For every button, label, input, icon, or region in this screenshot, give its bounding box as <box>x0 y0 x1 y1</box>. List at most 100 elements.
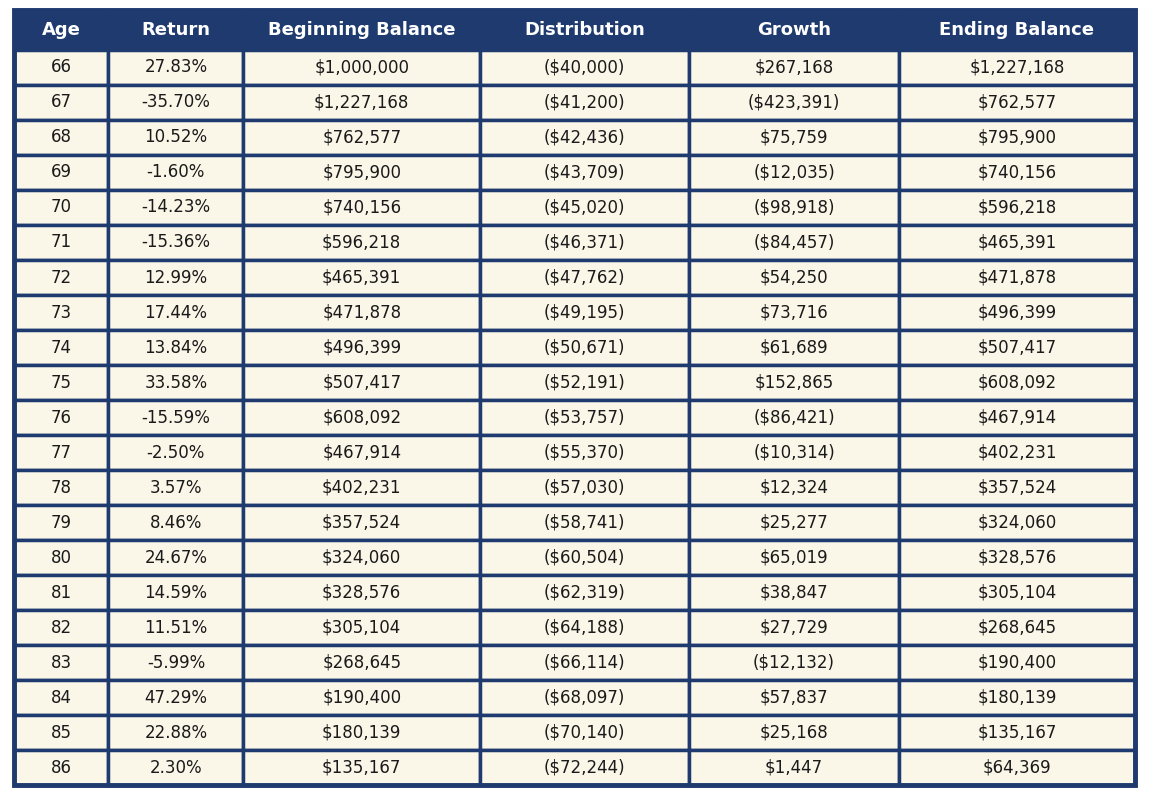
Bar <box>480 716 689 750</box>
Bar <box>899 330 1135 365</box>
Text: $1,447: $1,447 <box>765 759 823 777</box>
Bar <box>244 505 480 541</box>
Text: ($62,319): ($62,319) <box>543 584 625 602</box>
Text: ($49,195): ($49,195) <box>543 304 625 321</box>
Text: 10.52%: 10.52% <box>145 129 208 146</box>
Text: 8.46%: 8.46% <box>149 514 202 532</box>
Bar <box>480 505 689 541</box>
Text: $268,645: $268,645 <box>322 653 401 672</box>
Text: $54,250: $54,250 <box>759 269 828 286</box>
Bar <box>689 330 899 365</box>
Bar <box>14 50 108 85</box>
Text: Growth: Growth <box>757 21 831 39</box>
Text: $357,524: $357,524 <box>322 514 401 532</box>
Bar <box>689 260 899 295</box>
Bar <box>244 435 480 470</box>
Text: ($64,188): ($64,188) <box>543 619 625 637</box>
Bar <box>480 225 689 260</box>
Bar <box>244 225 480 260</box>
Bar <box>244 576 480 611</box>
Bar <box>244 365 480 400</box>
Text: $268,645: $268,645 <box>978 619 1057 637</box>
Text: $73,716: $73,716 <box>759 304 828 321</box>
Text: $12,324: $12,324 <box>759 479 828 497</box>
Text: 24.67%: 24.67% <box>145 549 208 567</box>
Bar <box>899 505 1135 541</box>
Bar <box>899 611 1135 646</box>
Text: $507,417: $507,417 <box>322 374 401 392</box>
Text: 76: 76 <box>51 409 71 427</box>
Bar <box>689 155 899 190</box>
Text: $64,369: $64,369 <box>982 759 1051 777</box>
Text: ($47,762): ($47,762) <box>543 269 625 286</box>
Text: $305,104: $305,104 <box>322 619 401 637</box>
Bar <box>244 541 480 576</box>
Text: $357,524: $357,524 <box>978 479 1057 497</box>
Text: ($50,671): ($50,671) <box>543 339 625 357</box>
Text: $135,167: $135,167 <box>978 724 1057 742</box>
Text: 13.84%: 13.84% <box>145 339 208 357</box>
Text: ($45,020): ($45,020) <box>543 199 625 216</box>
Bar <box>480 576 689 611</box>
Bar <box>244 681 480 716</box>
Bar <box>14 611 108 646</box>
Text: $1,000,000: $1,000,000 <box>314 58 409 76</box>
Text: ($46,371): ($46,371) <box>543 234 625 251</box>
Text: $25,168: $25,168 <box>759 724 828 742</box>
Text: 74: 74 <box>51 339 71 357</box>
Bar <box>14 576 108 611</box>
Text: Age: Age <box>41 21 80 39</box>
Bar <box>14 541 108 576</box>
Text: 17.44%: 17.44% <box>145 304 208 321</box>
Text: 11.51%: 11.51% <box>145 619 208 637</box>
Text: ($86,421): ($86,421) <box>754 409 835 427</box>
Text: $25,277: $25,277 <box>759 514 828 532</box>
Bar <box>689 716 899 750</box>
Bar <box>244 330 480 365</box>
Text: 12.99%: 12.99% <box>145 269 208 286</box>
Bar <box>689 225 899 260</box>
Text: $402,231: $402,231 <box>322 479 401 497</box>
Bar <box>689 611 899 646</box>
Bar <box>689 435 899 470</box>
Bar <box>899 716 1135 750</box>
Bar <box>480 85 689 120</box>
Bar <box>244 400 480 435</box>
Bar <box>689 50 899 85</box>
Text: ($12,035): ($12,035) <box>754 164 835 181</box>
Bar <box>14 646 108 681</box>
Bar <box>108 400 244 435</box>
Bar <box>14 435 108 470</box>
Bar <box>480 155 689 190</box>
Text: $27,729: $27,729 <box>759 619 828 637</box>
Text: 2.30%: 2.30% <box>149 759 202 777</box>
Bar <box>480 400 689 435</box>
Text: $795,900: $795,900 <box>322 164 401 181</box>
Bar <box>14 400 108 435</box>
Bar <box>108 365 244 400</box>
Bar <box>899 120 1135 155</box>
Text: $465,391: $465,391 <box>322 269 401 286</box>
Text: $596,218: $596,218 <box>978 199 1057 216</box>
Bar <box>689 541 899 576</box>
Bar <box>244 10 480 50</box>
Text: $75,759: $75,759 <box>759 129 828 146</box>
Text: ($10,314): ($10,314) <box>754 444 835 462</box>
Text: -35.70%: -35.70% <box>141 93 210 111</box>
Text: ($84,457): ($84,457) <box>754 234 834 251</box>
Bar <box>108 681 244 716</box>
Bar <box>108 10 244 50</box>
Bar <box>244 295 480 330</box>
Text: -15.59%: -15.59% <box>141 409 210 427</box>
Text: 22.88%: 22.88% <box>145 724 208 742</box>
Text: $471,878: $471,878 <box>322 304 401 321</box>
Text: 3.57%: 3.57% <box>149 479 202 497</box>
Text: 80: 80 <box>51 549 71 567</box>
Text: ($53,757): ($53,757) <box>543 409 625 427</box>
Bar <box>480 120 689 155</box>
Text: $608,092: $608,092 <box>978 374 1057 392</box>
Text: $180,139: $180,139 <box>322 724 401 742</box>
Text: $402,231: $402,231 <box>978 444 1057 462</box>
Bar <box>108 225 244 260</box>
Text: ($40,000): ($40,000) <box>543 58 625 76</box>
